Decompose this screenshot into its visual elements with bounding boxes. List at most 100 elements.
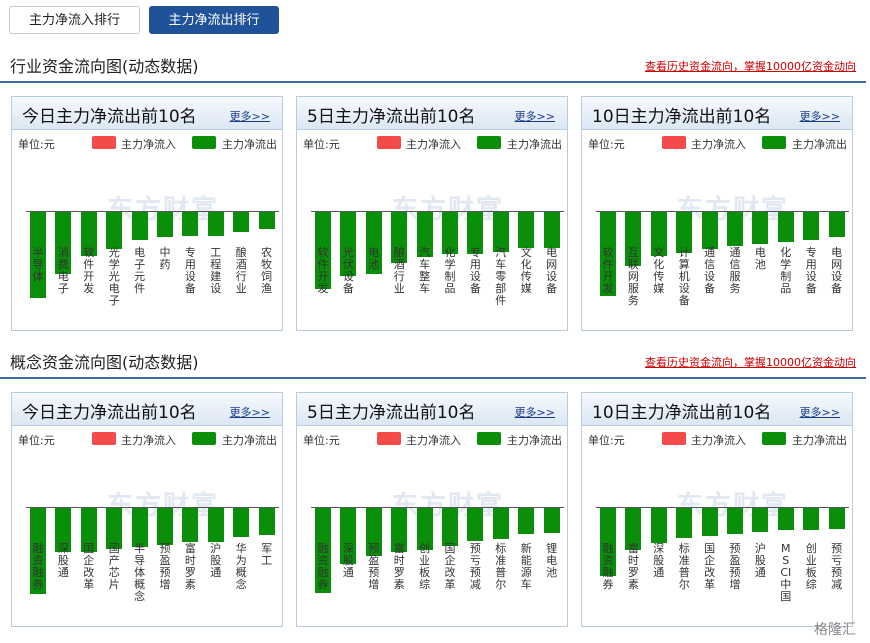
more-link[interactable]: 更多>>	[514, 110, 555, 123]
outflow-bar[interactable]	[55, 212, 72, 274]
bar-category-label[interactable]: 华为概念	[235, 542, 247, 591]
outflow-bar[interactable]	[80, 212, 97, 256]
bar-category-label[interactable]: 软件开发	[602, 246, 614, 295]
outflow-bar[interactable]	[650, 212, 667, 256]
bar-category-label[interactable]: 深股通	[342, 542, 354, 579]
bar-category-label[interactable]: 预盈预增	[159, 542, 171, 591]
bar-category-label[interactable]: 国企改革	[704, 542, 716, 591]
bar-category-label[interactable]: 文化传媒	[520, 246, 532, 295]
bar-category-label[interactable]: 专用设备	[805, 246, 817, 295]
outflow-bar[interactable]	[182, 212, 199, 236]
outflow-bar[interactable]	[391, 508, 408, 552]
outflow-bar[interactable]	[182, 508, 199, 542]
outflow-bar[interactable]	[416, 212, 433, 257]
bar-category-label[interactable]: 国产芯片	[108, 542, 120, 591]
bar-category-label[interactable]: 创业板综	[419, 542, 431, 591]
outflow-bar[interactable]	[727, 508, 743, 534]
bar-category-label[interactable]: 化学制品	[444, 246, 456, 295]
outflow-bar[interactable]	[30, 508, 46, 594]
outflow-bar[interactable]	[752, 508, 769, 532]
outflow-bar[interactable]	[315, 212, 331, 289]
bar-category-label[interactable]: 电池	[368, 246, 380, 271]
bar-category-label[interactable]: 专用设备	[469, 246, 481, 295]
bar-category-label[interactable]: 酿酒行业	[393, 246, 405, 295]
bar-category-label[interactable]: 预亏预减	[831, 542, 843, 591]
outflow-bar[interactable]	[467, 508, 484, 541]
outflow-bar[interactable]	[442, 212, 458, 254]
bar-category-label[interactable]: 软件开发	[317, 246, 329, 295]
bar-category-label[interactable]: 预盈预增	[729, 542, 741, 591]
bar-category-label[interactable]: 军工	[261, 542, 273, 567]
bar-category-label[interactable]: 新能源车	[520, 542, 532, 591]
bar-category-label[interactable]: 深股通	[653, 542, 665, 579]
outflow-bar[interactable]	[315, 508, 331, 593]
outflow-bar[interactable]	[207, 212, 224, 236]
history-flow-link[interactable]: 查看历史资金流向，掌握10000亿资金动向	[645, 356, 856, 369]
outflow-bar[interactable]	[207, 508, 224, 542]
outflow-bar[interactable]	[701, 212, 718, 249]
outflow-bar[interactable]	[233, 212, 250, 232]
bar-category-label[interactable]: 富时罗素	[627, 542, 639, 591]
outflow-bar[interactable]	[258, 212, 275, 229]
bar-category-label[interactable]: 消费电子	[57, 246, 69, 295]
bar-category-label[interactable]: 锂电池	[546, 542, 558, 579]
outflow-bar[interactable]	[625, 212, 642, 266]
outflow-bar[interactable]	[828, 508, 845, 529]
outflow-bar[interactable]	[340, 212, 357, 276]
outflow-bar[interactable]	[518, 508, 535, 534]
history-flow-link[interactable]: 查看历史资金流向，掌握10000亿资金动向	[645, 60, 856, 73]
bar-category-label[interactable]: 通信服务	[729, 246, 741, 295]
bar-category-label[interactable]: 电子元件	[134, 246, 146, 295]
bar-category-label[interactable]: 电网设备	[831, 246, 843, 295]
bar-category-label[interactable]: 创业板综	[805, 542, 817, 591]
outflow-bar[interactable]	[777, 508, 794, 530]
tab-net-outflow-ranking[interactable]: 主力净流出排行	[149, 6, 279, 34]
more-link[interactable]: 更多>>	[799, 406, 840, 419]
outflow-bar[interactable]	[131, 212, 148, 240]
bar-category-label[interactable]: 标准普尔	[678, 542, 690, 591]
bar-category-label[interactable]: 汽车零部件	[495, 246, 507, 307]
bar-category-label[interactable]: 文化传媒	[653, 246, 665, 295]
bar-category-label[interactable]: MSCI中国	[780, 542, 792, 603]
bar-category-label[interactable]: 沪股通	[754, 542, 766, 579]
outflow-bar[interactable]	[543, 212, 560, 248]
outflow-bar[interactable]	[701, 508, 718, 536]
outflow-bar[interactable]	[30, 212, 46, 298]
outflow-bar[interactable]	[492, 508, 509, 539]
outflow-bar[interactable]	[131, 508, 148, 547]
outflow-bar[interactable]	[467, 212, 484, 254]
bar-category-label[interactable]: 汽车整车	[419, 246, 431, 295]
outflow-bar[interactable]	[803, 508, 820, 530]
outflow-bar[interactable]	[600, 212, 616, 296]
outflow-bar[interactable]	[518, 212, 535, 248]
outflow-bar[interactable]	[727, 212, 743, 246]
bar-category-label[interactable]: 软件开发	[83, 246, 95, 295]
outflow-bar[interactable]	[492, 212, 509, 252]
bar-category-label[interactable]: 半导体	[32, 246, 44, 283]
bar-category-label[interactable]: 融资融券	[602, 542, 614, 591]
outflow-bar[interactable]	[365, 212, 382, 274]
outflow-bar[interactable]	[416, 508, 433, 550]
outflow-bar[interactable]	[625, 508, 642, 550]
bar-category-label[interactable]: 富时罗素	[184, 542, 196, 591]
bar-category-label[interactable]: 酿酒行业	[235, 246, 247, 295]
bar-category-label[interactable]: 农牧饲渔	[261, 246, 273, 295]
outflow-bar[interactable]	[676, 508, 693, 538]
outflow-bar[interactable]	[157, 212, 173, 237]
outflow-bar[interactable]	[391, 212, 408, 263]
bar-category-label[interactable]: 预亏预减	[469, 542, 481, 591]
bar-category-label[interactable]: 光伏设备	[342, 246, 354, 295]
bar-category-label[interactable]: 深股通	[57, 542, 69, 579]
bar-category-label[interactable]: 工程建设	[210, 246, 222, 295]
outflow-bar[interactable]	[80, 508, 97, 552]
outflow-bar[interactable]	[752, 212, 769, 244]
bar-category-label[interactable]: 融资融券	[32, 542, 44, 591]
bar-category-label[interactable]: 融资融券	[317, 542, 329, 591]
outflow-bar[interactable]	[650, 508, 667, 543]
bar-category-label[interactable]: 光学光电子	[108, 246, 120, 307]
outflow-bar[interactable]	[543, 508, 560, 533]
more-link[interactable]: 更多>>	[229, 110, 270, 123]
more-link[interactable]: 更多>>	[514, 406, 555, 419]
bar-category-label[interactable]: 富时罗素	[393, 542, 405, 591]
outflow-bar[interactable]	[828, 212, 845, 237]
